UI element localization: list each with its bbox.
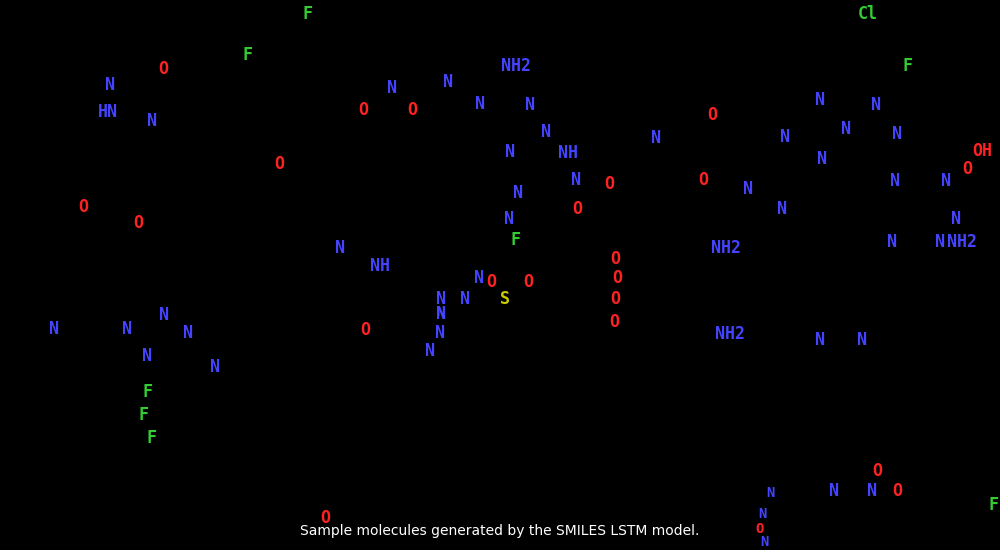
Text: N: N <box>105 76 115 94</box>
Text: N: N <box>387 79 397 97</box>
Text: O: O <box>872 463 882 480</box>
Text: N: N <box>435 324 445 342</box>
Text: F: F <box>138 406 148 425</box>
Text: O: O <box>158 59 168 78</box>
Text: O: O <box>274 156 284 173</box>
Text: N: N <box>815 91 825 109</box>
Text: N: N <box>743 180 753 198</box>
Text: N: N <box>210 358 220 376</box>
Text: F: F <box>303 5 313 23</box>
Text: N: N <box>892 125 902 143</box>
Text: O: O <box>698 170 708 189</box>
Text: F: F <box>243 46 253 64</box>
Text: O: O <box>892 482 902 500</box>
Text: N: N <box>504 210 514 228</box>
Text: O: O <box>707 106 717 124</box>
Text: N: N <box>425 342 435 360</box>
Text: Sample molecules generated by the SMILES LSTM model.: Sample molecules generated by the SMILES… <box>300 524 700 538</box>
Text: N: N <box>525 96 535 114</box>
Text: N: N <box>183 324 193 342</box>
Text: O: O <box>407 101 417 119</box>
Text: O: O <box>133 213 143 232</box>
Text: O: O <box>612 270 622 288</box>
Text: N: N <box>777 200 787 218</box>
Text: N: N <box>941 172 951 190</box>
Text: O: O <box>756 522 764 536</box>
Text: NH2: NH2 <box>715 326 745 343</box>
Text: O: O <box>610 290 620 307</box>
Text: N: N <box>436 290 446 307</box>
Text: N: N <box>857 331 867 349</box>
Text: F: F <box>511 231 521 249</box>
Text: S: S <box>500 290 510 307</box>
Text: O: O <box>610 250 620 268</box>
Text: N: N <box>460 290 470 307</box>
Text: F: F <box>142 383 152 401</box>
Text: N: N <box>436 305 446 323</box>
Text: O: O <box>320 509 330 527</box>
Text: N: N <box>159 306 169 324</box>
Text: OH: OH <box>972 142 992 160</box>
Text: N: N <box>335 239 345 257</box>
Text: O: O <box>962 160 972 178</box>
Text: N: N <box>571 170 581 189</box>
Text: O: O <box>604 174 614 192</box>
Text: N: N <box>475 95 485 113</box>
Text: N: N <box>841 120 851 139</box>
Text: HN: HN <box>98 103 118 122</box>
Text: F: F <box>988 496 998 514</box>
Text: N: N <box>147 112 157 130</box>
Text: F: F <box>147 430 157 448</box>
Text: N: N <box>142 347 152 365</box>
Text: N: N <box>871 96 881 114</box>
Text: F: F <box>903 57 913 75</box>
Text: N: N <box>890 172 900 190</box>
Text: N: N <box>436 305 444 320</box>
Text: O: O <box>572 200 582 218</box>
Text: NH2: NH2 <box>711 239 741 257</box>
Text: N: N <box>815 331 825 349</box>
Text: N: N <box>766 486 774 500</box>
Text: N: N <box>951 210 961 228</box>
Text: NH: NH <box>370 257 390 275</box>
Text: N: N <box>49 320 59 338</box>
Text: N: N <box>758 507 766 521</box>
Text: NH2: NH2 <box>501 57 531 75</box>
Text: N: N <box>867 482 877 500</box>
Text: N: N <box>474 270 484 288</box>
Text: N: N <box>505 144 515 161</box>
Text: NH: NH <box>558 145 578 162</box>
Text: N: N <box>780 128 790 146</box>
Text: N: N <box>760 535 768 548</box>
Text: O: O <box>358 101 368 119</box>
Text: N: N <box>935 233 945 251</box>
Text: O: O <box>523 273 533 291</box>
Text: N: N <box>513 184 523 202</box>
Text: O: O <box>360 322 370 339</box>
Text: Cl: Cl <box>858 5 878 23</box>
Text: N: N <box>887 233 897 251</box>
Text: N: N <box>651 129 661 147</box>
Text: N: N <box>817 150 827 168</box>
Text: N: N <box>829 482 839 500</box>
Text: NH2: NH2 <box>947 233 977 251</box>
Text: O: O <box>78 198 88 216</box>
Text: O: O <box>486 273 496 291</box>
Text: N: N <box>541 123 551 141</box>
Text: O: O <box>609 313 619 331</box>
Text: N: N <box>122 320 132 338</box>
Text: N: N <box>443 73 453 91</box>
